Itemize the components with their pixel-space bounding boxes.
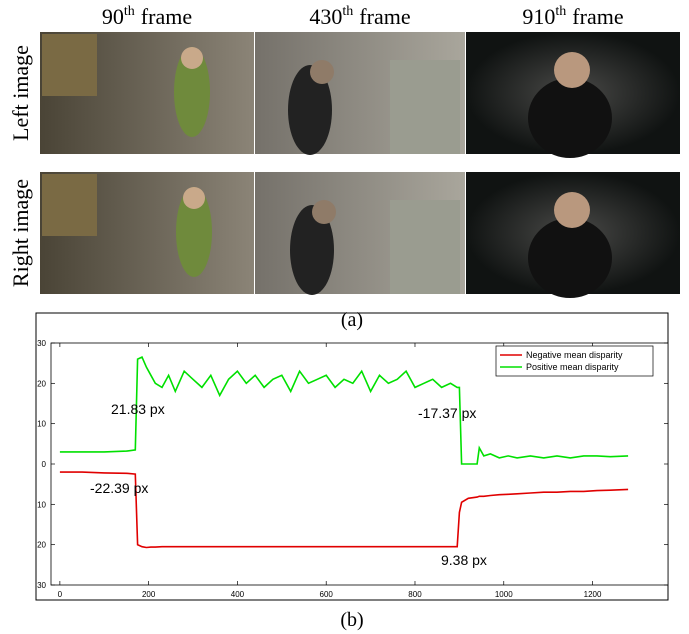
title-number: 430 (309, 4, 342, 29)
y-tick-label: 30 (37, 339, 46, 348)
x-tick-label: 200 (142, 590, 156, 599)
y-tick-label: 20 (37, 379, 46, 388)
legend-label: Positive mean disparity (526, 362, 619, 372)
y-tick-label: 0 (42, 460, 47, 469)
x-tick-label: 600 (320, 590, 334, 599)
y-tick-label: 10 (37, 500, 46, 509)
title-text: frame (141, 4, 192, 29)
title-number: 90 (102, 4, 124, 29)
title-superscript: th (124, 4, 135, 19)
annotation: 9.38 px (441, 552, 487, 568)
annotation: 21.83 px (111, 401, 165, 417)
plot-area (51, 343, 668, 585)
x-tick-label: 800 (408, 590, 422, 599)
title-number: 910 (522, 4, 555, 29)
legend-label: Negative mean disparity (526, 350, 623, 360)
y-tick-label: 10 (37, 420, 46, 429)
title-superscript: th (342, 4, 353, 19)
row-label: Right image (8, 179, 33, 287)
title-superscript: th (555, 4, 566, 19)
y-tick-label: 30 (37, 581, 46, 590)
caption: (a) (341, 309, 363, 331)
caption: (b) (340, 609, 363, 631)
x-tick-label: 400 (231, 590, 245, 599)
title-text: frame (572, 4, 623, 29)
x-tick-label: 0 (58, 590, 63, 599)
annotation: -17.37 px (418, 405, 476, 421)
figure: 90thframe430thframe910thframeLeft imageR… (0, 0, 689, 634)
row-label: Left image (8, 45, 33, 141)
photo-row (40, 172, 680, 298)
title-text: frame (359, 4, 410, 29)
photos (40, 32, 680, 298)
annotation: -22.39 px (90, 480, 148, 496)
y-tick-label: 20 (37, 541, 46, 550)
x-tick-label: 1000 (495, 590, 513, 599)
photo-row (40, 32, 680, 158)
x-tick-label: 1200 (584, 590, 602, 599)
